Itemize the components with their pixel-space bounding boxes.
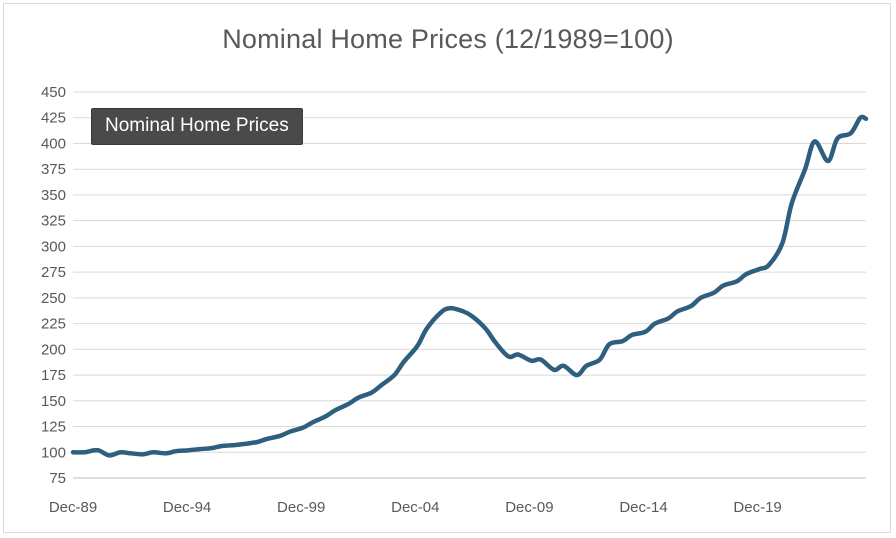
x-tick-label-dec-19: Dec-19	[733, 499, 781, 516]
x-tick-label-dec-04: Dec-04	[391, 499, 439, 516]
y-tick-label-275: 275	[41, 264, 66, 281]
y-tick-label-425: 425	[41, 110, 66, 127]
x-tick-label-dec-09: Dec-09	[505, 499, 553, 516]
y-tick-label-225: 225	[41, 316, 66, 333]
gridlines	[73, 91, 866, 453]
y-tick-label-100: 100	[41, 444, 66, 461]
x-tick-label-dec-14: Dec-14	[619, 499, 667, 516]
y-tick-label-125: 125	[41, 419, 66, 436]
series-tooltip: Nominal Home Prices	[91, 108, 303, 145]
series-line-nominal-home-prices	[70, 114, 869, 458]
series	[70, 114, 869, 458]
y-axis-tick-labels: 75 100 125 150 175 200 225 250 275 300 325 350 375 40…	[41, 84, 66, 487]
y-tick-label-325: 325	[41, 213, 66, 230]
x-tick-label-dec-89: Dec-89	[49, 499, 97, 516]
y-tick-label-375: 375	[41, 161, 66, 178]
x-tick-label-dec-99: Dec-99	[277, 499, 325, 516]
y-tick-label-250: 250	[41, 290, 66, 307]
chart-frame	[3, 3, 891, 533]
x-axis-tick-labels: Dec-89 Dec-94 Dec-99 Dec-04 Dec-09 Dec-14 Dec-…	[49, 499, 782, 516]
chart-title: Nominal Home Prices (12/1989=100)	[222, 24, 674, 54]
y-tick-label-450: 450	[41, 84, 66, 101]
y-tick-label-350: 350	[41, 187, 66, 204]
y-tick-label-175: 175	[41, 367, 66, 384]
x-tick-label-dec-94: Dec-94	[163, 499, 211, 516]
y-tick-label-400: 400	[41, 135, 66, 152]
y-tick-label-150: 150	[41, 393, 66, 410]
y-tick-label-200: 200	[41, 341, 66, 358]
y-tick-label-300: 300	[41, 238, 66, 255]
y-tick-label-75: 75	[49, 470, 66, 487]
